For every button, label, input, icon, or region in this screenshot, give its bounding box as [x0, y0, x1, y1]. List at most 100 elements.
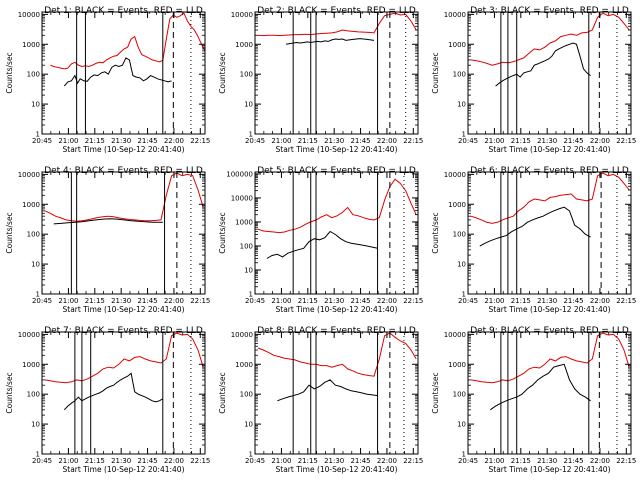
- y-tick-label: 1: [36, 291, 40, 299]
- x-tick-label: 20:45: [458, 297, 478, 305]
- y-tick-label: 1000: [22, 41, 40, 49]
- x-axis-label: Start Time (10-Sep-12 20:41:40): [63, 465, 185, 474]
- y-axis-label: Counts/sec: [218, 212, 227, 253]
- x-tick-label: 21:30: [111, 297, 131, 305]
- x-tick-label: 21:30: [111, 137, 131, 145]
- x-tick-label: 21:45: [350, 297, 370, 305]
- x-tick-label: 20:45: [458, 457, 478, 465]
- y-axis-label: Counts/sec: [5, 372, 14, 413]
- x-tick-label: 21:45: [563, 457, 583, 465]
- panel-det-5: 1 10 100 1000 10000 100000 20:45 21:00 21:15 21:3…: [218, 166, 423, 314]
- y-tick-label: 10: [31, 421, 40, 429]
- y-tick-label: 10000: [18, 11, 40, 19]
- y-tick-label: 10000: [18, 331, 40, 339]
- plot-frame: [467, 171, 632, 295]
- y-tick-label: 1000: [448, 201, 466, 209]
- panel-title: Det 2: BLACK = Events, RED = LLD: [257, 6, 416, 16]
- x-axis-label: Start Time (10-Sep-12 20:41:40): [276, 305, 398, 314]
- series-events-det-2: [286, 38, 375, 45]
- y-tick-label: 1000: [235, 41, 253, 49]
- panel-det-9: 1 10 100 1000 10000 20:45 21:00 21:15 21:30 21:45…: [431, 326, 636, 474]
- x-tick-label: 22:15: [403, 457, 423, 465]
- panel-det-1: 1 10 100 1000 10000 20:45 21:00 21:15 21:30 21:45…: [5, 6, 210, 154]
- panel-det-8: 1 10 100 1000 10000 20:45 21:00 21:15 21:30 21:45…: [218, 326, 423, 474]
- y-tick-label: 1000: [448, 41, 466, 49]
- y-tick-label: 10: [457, 101, 466, 109]
- x-tick-label: 20:45: [32, 297, 52, 305]
- y-tick-label: 1: [462, 451, 466, 459]
- x-tick-label: 21:00: [484, 137, 504, 145]
- series-lld-det-5: [257, 178, 417, 234]
- x-tick-label: 22:15: [616, 137, 636, 145]
- panel-title: Det 4: BLACK = Events, RED = LLD: [44, 166, 203, 176]
- x-tick-label: 20:45: [245, 457, 265, 465]
- y-tick-label: 10: [31, 261, 40, 269]
- y-tick-label: 100: [240, 391, 253, 399]
- x-tick-label: 21:30: [111, 457, 131, 465]
- x-tick-label: 21:00: [58, 457, 78, 465]
- x-tick-label: 21:30: [537, 137, 557, 145]
- y-tick-label: 10: [457, 421, 466, 429]
- x-tick-label: 22:00: [377, 457, 397, 465]
- y-tick-label: 100: [27, 231, 40, 239]
- x-tick-label: 22:00: [164, 457, 184, 465]
- y-tick-label: 100: [27, 391, 40, 399]
- x-axis-label: Start Time (10-Sep-12 20:41:40): [276, 465, 398, 474]
- series-lld-det-3: [470, 12, 630, 66]
- plot-frame: [41, 171, 206, 295]
- x-tick-label: 22:00: [590, 137, 610, 145]
- x-tick-label: 21:15: [511, 297, 531, 305]
- series-events-det-3: [495, 42, 591, 87]
- x-tick-label: 21:30: [537, 457, 557, 465]
- x-tick-label: 21:45: [563, 137, 583, 145]
- panel-title: Det 9: BLACK = Events, RED = LLD: [470, 326, 629, 336]
- y-tick-label: 10: [244, 266, 253, 274]
- panel-title: Det 7: BLACK = Events, RED = LLD: [44, 326, 203, 336]
- x-tick-label: 21:30: [324, 297, 344, 305]
- x-tick-label: 21:30: [324, 137, 344, 145]
- y-axis-label: Counts/sec: [218, 372, 227, 413]
- series-events-det-6: [479, 206, 591, 247]
- plot-frame: [254, 11, 419, 135]
- series-events-det-8: [277, 379, 378, 402]
- series-events-det-4: [53, 218, 163, 225]
- y-tick-label: 1000: [448, 361, 466, 369]
- panel-title: Det 3: BLACK = Events, RED = LLD: [470, 6, 629, 16]
- panel-title: Det 6: BLACK = Events, RED = LLD: [470, 166, 629, 176]
- panel-det-7: 1 10 100 1000 10000 20:45 21:00 21:15 21:30 21:45…: [5, 326, 210, 474]
- y-tick-label: 1: [249, 451, 253, 459]
- plot-frame: [41, 331, 206, 455]
- x-tick-label: 21:00: [271, 457, 291, 465]
- series-events-det-9: [490, 363, 591, 411]
- y-tick-label: 10000: [231, 11, 253, 19]
- y-tick-label: 1: [36, 131, 40, 139]
- y-tick-label: 1000: [235, 361, 253, 369]
- x-tick-label: 21:45: [563, 297, 583, 305]
- panel-title: Det 5: BLACK = Events, RED = LLD: [257, 166, 416, 176]
- y-tick-label: 10: [457, 261, 466, 269]
- x-tick-label: 22:00: [590, 457, 610, 465]
- y-tick-label: 100: [27, 71, 40, 79]
- panel-title: Det 1: BLACK = Events, RED = LLD: [44, 6, 203, 16]
- x-tick-label: 21:30: [324, 457, 344, 465]
- y-axis-label: Counts/sec: [431, 212, 440, 253]
- y-axis-label: Counts/sec: [5, 52, 14, 93]
- panel-det-6: 1 10 100 1000 10000 20:45 21:00 21:15 21:30 21:45…: [431, 166, 636, 314]
- x-tick-label: 22:15: [190, 297, 210, 305]
- x-tick-label: 21:15: [511, 457, 531, 465]
- x-axis-label: Start Time (10-Sep-12 20:41:40): [63, 305, 185, 314]
- x-tick-label: 22:00: [164, 297, 184, 305]
- series-lld-det-6: [470, 172, 630, 224]
- x-tick-label: 22:15: [403, 137, 423, 145]
- x-tick-label: 22:00: [377, 297, 397, 305]
- x-axis-label: Start Time (10-Sep-12 20:41:40): [63, 145, 185, 154]
- y-tick-label: 1000: [235, 218, 253, 226]
- x-tick-label: 21:15: [85, 297, 105, 305]
- x-axis-label: Start Time (10-Sep-12 20:41:40): [489, 465, 611, 474]
- y-tick-label: 1000: [22, 361, 40, 369]
- x-tick-label: 22:15: [190, 457, 210, 465]
- x-tick-label: 21:15: [85, 137, 105, 145]
- y-tick-label: 10000: [231, 194, 253, 202]
- y-tick-label: 100: [453, 231, 466, 239]
